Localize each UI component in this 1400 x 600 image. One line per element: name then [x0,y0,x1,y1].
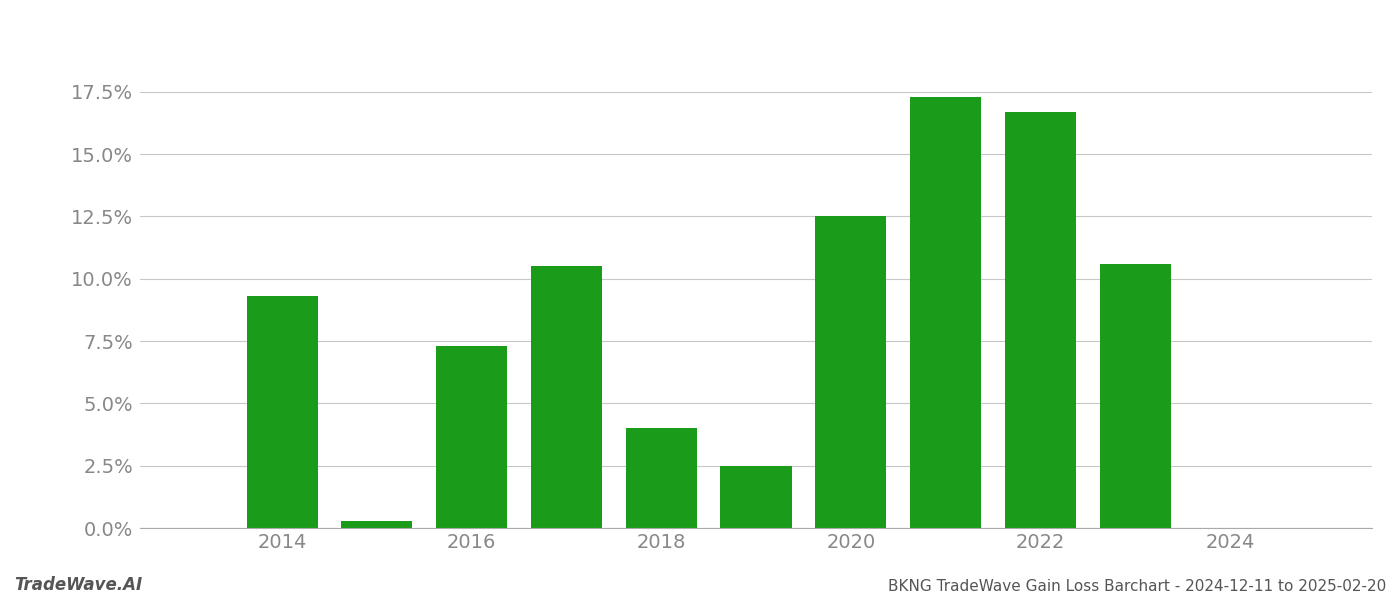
Bar [1099,264,1170,528]
Bar [626,428,697,528]
Bar [246,296,318,528]
Bar [815,217,886,528]
Bar [342,521,413,528]
Text: TradeWave.AI: TradeWave.AI [14,576,143,594]
Text: BKNG TradeWave Gain Loss Barchart - 2024-12-11 to 2025-02-20: BKNG TradeWave Gain Loss Barchart - 2024… [888,579,1386,594]
Bar [531,266,602,528]
Bar [1005,112,1075,528]
Bar [721,466,791,528]
Bar [910,97,981,528]
Bar [437,346,507,528]
